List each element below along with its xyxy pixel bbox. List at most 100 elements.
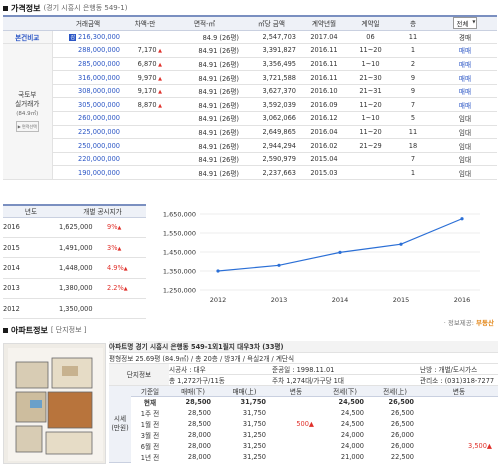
office-info: 관리소 : (031)318-7277: [420, 374, 498, 385]
sale-high: 31,750: [217, 407, 272, 418]
row-floor: 9: [393, 84, 433, 98]
up-arrow-icon: ▲: [157, 103, 162, 109]
jeonse-high: 26,000: [370, 440, 420, 451]
row-price: 308,000,000: [52, 84, 124, 98]
jeonse-change: 3,500▲: [420, 440, 498, 451]
row-price: 250,000,000: [52, 139, 124, 153]
corner-cell: [3, 16, 52, 30]
row-ym: 2016.12: [300, 112, 348, 126]
sale-high: 31,250: [217, 451, 272, 462]
land-price-cell: 1,350,000: [59, 299, 107, 319]
change-cell: 9%▲: [107, 217, 146, 237]
col-header-floor: 층: [393, 16, 433, 30]
jeonse-high: 26,000: [370, 429, 420, 440]
jeonse-high: 26,500: [370, 418, 420, 429]
row-ym: 2016.11: [300, 44, 348, 58]
apt-section-subtitle[interactable]: [ 단지정보 ]: [51, 325, 87, 335]
area-select-button[interactable]: ▶ 면적선택: [16, 121, 39, 132]
compare-label: 본건비교: [3, 30, 52, 44]
land-price-cell: 1,380,000: [59, 278, 107, 298]
data-point[interactable]: [460, 217, 463, 220]
change-cell: 2.2%▲: [107, 278, 146, 298]
row-area: 84.91 (26평): [166, 84, 243, 98]
data-point[interactable]: [338, 251, 341, 254]
y-tick-label: 1,450,000: [163, 249, 196, 257]
jeonse-low: 24,000: [320, 440, 370, 451]
sale-change: [272, 451, 320, 462]
row-day: 21~29: [348, 139, 393, 153]
row-area: 84.91 (26평): [166, 166, 243, 180]
apt-info-table: 아파트명 경기 시흥시 은행동 549-1외1필지 대우3차 (33평) 평형정…: [109, 341, 498, 463]
section-bullet-icon: [3, 328, 8, 333]
type-filter-dropdown[interactable]: 전체: [453, 17, 478, 29]
jeonse-low: 24,000: [320, 429, 370, 440]
row-ym: 2016.02: [300, 139, 348, 153]
row-day: 1~10: [348, 57, 393, 71]
grid-header-jeonse-low: 전세(下): [320, 385, 370, 396]
apt-section-title: 아파트정보: [11, 325, 48, 336]
units-info: 총 1,272가구/11동: [169, 374, 272, 385]
compare-diff: [124, 30, 166, 44]
price-row: 225,000,000 84.91 (26평) 2,649,865 2016.04 11…: [3, 125, 497, 139]
row-type: 매매: [433, 57, 497, 71]
data-point[interactable]: [216, 269, 219, 272]
change-cell: 3%▲: [107, 237, 146, 257]
row-price: 285,000,000: [52, 57, 124, 71]
col-header-land-price: 개별 공시지가: [59, 205, 146, 217]
provider-logo: 부동산: [476, 319, 494, 327]
price-row: 285,000,000 6,870 ▲ 84.91 (26평) 3,356,495 20…: [3, 57, 497, 71]
year-cell: 2014: [3, 258, 59, 278]
row-price: 260,000,000: [52, 112, 124, 126]
row-per: 3,356,495: [243, 57, 300, 71]
up-arrow-icon: ▲: [124, 266, 128, 272]
floor-plan-image[interactable]: [3, 343, 106, 464]
heating-info: 난방 : 개별/도시가스: [420, 363, 498, 374]
apt-name: 아파트명 경기 시흥시 은행동 549-1외1필지 대우3차 (33평): [109, 341, 498, 352]
row-day: 11~20: [348, 125, 393, 139]
jeonse-low: 24,500: [320, 418, 370, 429]
row-diff: [124, 112, 166, 126]
row-area: 84.91 (26평): [166, 98, 243, 112]
row-day: [348, 166, 393, 180]
info-provider[interactable]: · 정보제공: 부동산: [444, 317, 494, 327]
compare-area: 84.9 (26평): [166, 30, 243, 44]
y-tick-label: 1,550,000: [163, 230, 196, 238]
row-ym: 2016.10: [300, 84, 348, 98]
row-price: 288,000,000: [52, 44, 124, 58]
row-price: 225,000,000: [52, 125, 124, 139]
market-date: 1년 전: [131, 451, 169, 462]
x-tick-label: 2012: [210, 296, 227, 304]
price-table: 거래금액 차액-만 면적-㎡ ㎡당 금액 계약년월 계약일 층 전체 본건비교 …: [3, 15, 497, 180]
row-day: 1~10: [348, 112, 393, 126]
col-header-filter: 전체: [433, 16, 497, 30]
jeonse-low: 24,500: [320, 407, 370, 418]
col-header-year: 년도: [3, 205, 59, 217]
change-cell: 4.9%▲: [107, 258, 146, 278]
market-row: 1주 전 28,500 31,750 24,500 26,500: [109, 407, 498, 418]
x-tick-label: 2015: [393, 296, 410, 304]
jeonse-high: 26,500: [370, 396, 420, 407]
land-price-row: 2014 1,448,000 4.9%▲: [3, 258, 146, 278]
row-ym: 2016.09: [300, 98, 348, 112]
jeonse-low: 24,500: [320, 396, 370, 407]
jeonse-change: [420, 451, 498, 462]
sale-low: 28,500: [169, 396, 217, 407]
data-point[interactable]: [277, 264, 280, 267]
price-row: 305,000,000 8,870 ▲ 84.91 (26평) 3,592,039 20…: [3, 98, 497, 112]
row-type: 매매: [433, 98, 497, 112]
x-tick-label: 2013: [271, 296, 288, 304]
sale-change: [272, 407, 320, 418]
market-date: 3월 전: [131, 429, 169, 440]
row-type: 임대: [433, 166, 497, 180]
sale-high: 31,750: [217, 396, 272, 407]
row-diff: 9,970 ▲: [124, 71, 166, 85]
data-point[interactable]: [399, 243, 402, 246]
row-type: 임대: [433, 112, 497, 126]
row-diff: [124, 139, 166, 153]
row-type: 임대: [433, 139, 497, 153]
land-price-line-chart: 1,650,000 1,550,000 1,450,000 1,350,000 1,25…: [150, 204, 498, 316]
row-per: 2,944,294: [243, 139, 300, 153]
row-ym: 2015.04: [300, 152, 348, 166]
grid-header-jeonse-change: 변동: [420, 385, 498, 396]
land-price-cell: 1,491,000: [59, 237, 107, 257]
